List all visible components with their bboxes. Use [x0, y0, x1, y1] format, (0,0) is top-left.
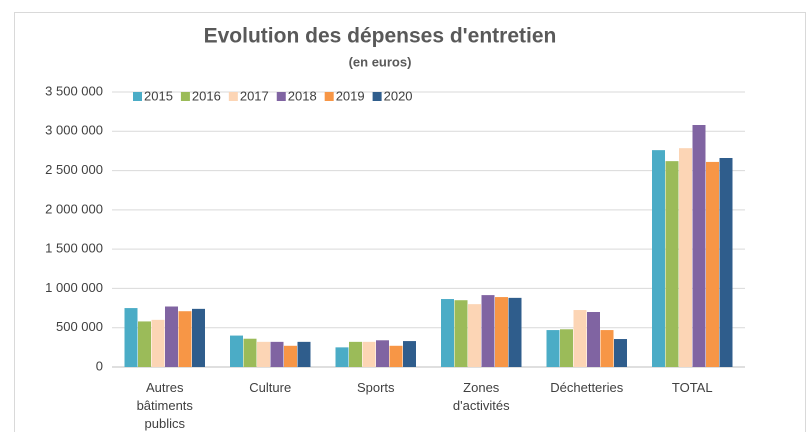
bar	[573, 310, 587, 367]
bar	[376, 340, 389, 367]
bar	[138, 321, 151, 367]
bar	[297, 341, 311, 367]
bar	[284, 345, 297, 367]
legend-label: 2017	[240, 88, 269, 103]
y-tick-label: 3 000 000	[45, 123, 103, 138]
y-tick-label: 2 500 000	[45, 162, 103, 177]
bar	[652, 150, 665, 367]
bar	[719, 158, 733, 367]
bar	[454, 300, 468, 367]
bar	[614, 339, 627, 367]
x-tick-label: TOTAL	[671, 380, 713, 395]
bar	[151, 319, 165, 367]
bar	[600, 330, 614, 367]
x-tick-label: Déchetteries	[550, 380, 624, 395]
bar	[587, 312, 600, 367]
bar	[560, 329, 573, 367]
legend-swatch	[180, 92, 190, 101]
bar	[178, 311, 192, 367]
bar	[706, 161, 719, 367]
y-tick-label: 1 000 000	[45, 280, 103, 295]
bar	[165, 306, 178, 367]
x-tick-label: Sports	[356, 380, 395, 395]
legend-label: 2020	[384, 88, 413, 103]
bar	[243, 338, 257, 367]
bar	[335, 347, 349, 367]
bar	[679, 148, 692, 367]
y-tick-label: 2 000 000	[45, 201, 103, 216]
bar	[692, 125, 706, 367]
y-tick-label: 1 500 000	[45, 241, 103, 256]
legend-swatch	[276, 92, 286, 101]
y-tick-label: 3 500 000	[45, 83, 103, 98]
chart-title: Evolution des dépenses d'entretien	[204, 25, 557, 48]
bar	[508, 297, 522, 367]
legend-swatch	[372, 92, 382, 101]
legend-label: 2018	[288, 88, 317, 103]
bar	[257, 341, 270, 367]
bar	[362, 341, 376, 367]
bar	[468, 304, 481, 367]
bar	[495, 297, 508, 367]
bar	[270, 341, 284, 367]
y-tick-label: 500 000	[56, 319, 103, 334]
legend-swatch	[324, 92, 334, 101]
x-tick-label: Autres bâtiments publics	[136, 380, 193, 431]
bar	[665, 161, 679, 367]
bar	[441, 299, 454, 367]
bar	[389, 345, 403, 367]
bar	[192, 308, 205, 367]
bar	[403, 341, 416, 367]
bar	[349, 341, 362, 367]
bar	[481, 295, 495, 367]
legend-label: 2016	[192, 88, 221, 103]
chart-subtitle: (en euros)	[349, 54, 412, 69]
x-tick-label: Culture	[249, 380, 292, 395]
legend-label: 2019	[336, 88, 365, 103]
bar	[546, 330, 560, 367]
x-tick-label: Zones d'activités	[452, 380, 510, 413]
legend-swatch	[133, 92, 142, 101]
y-tick-label: 0	[96, 358, 103, 373]
legend-label: 2015	[144, 88, 173, 103]
legend-swatch	[228, 92, 238, 101]
bar	[124, 308, 138, 367]
bar	[230, 335, 243, 367]
